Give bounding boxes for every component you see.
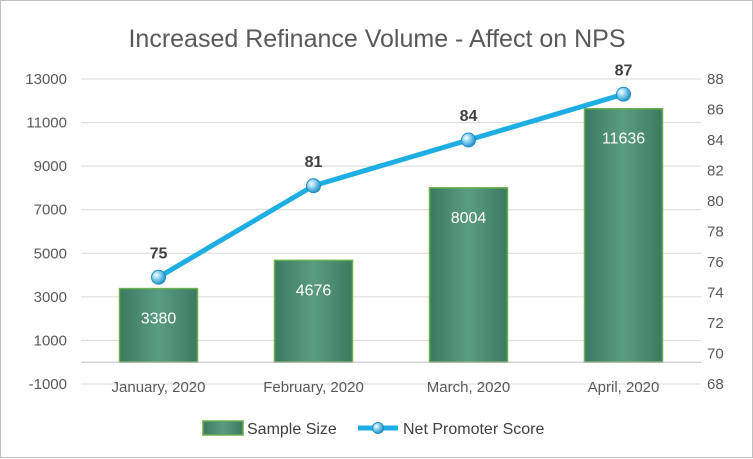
- nps-point: [306, 178, 321, 194]
- nps-value-label: 81: [305, 154, 323, 171]
- nps-point: [616, 86, 631, 102]
- right-tick-label: 84: [707, 132, 724, 149]
- x-axis: January, 2020 February, 2020 March, 2020 Ap…: [81, 361, 701, 396]
- bar-value-label: 11636: [602, 131, 645, 148]
- nps-line: [156, 91, 626, 280]
- chart-title: Increased Refinance Volume - Affect on N…: [128, 25, 625, 53]
- category-label: March, 2020: [427, 379, 510, 396]
- category-label: January, 2020: [112, 379, 206, 396]
- legend-label-nps: Net Promoter Score: [403, 421, 544, 438]
- left-axis: -1000 1000 3000 5000 7000 9000 11000 13000: [25, 71, 67, 393]
- left-tick-label: 13000: [25, 71, 67, 88]
- nps-value-label: 87: [615, 62, 633, 79]
- legend-label-sample-size: Sample Size: [247, 421, 337, 438]
- right-axis: 68 70 72 74 76 78 80 82 84 86 88: [707, 71, 724, 393]
- nps-value-label: 84: [460, 108, 478, 125]
- nps-point: [151, 269, 166, 285]
- bar-series: 3380 4676 8004 11636: [118, 107, 664, 363]
- bar: [118, 287, 199, 363]
- bar: [583, 107, 664, 363]
- left-tick-label: 7000: [34, 202, 67, 219]
- category-label: April, 2020: [588, 379, 660, 396]
- left-tick-label: -1000: [29, 376, 67, 393]
- legend-swatch-sample-size: [202, 420, 244, 436]
- left-tick-label: 1000: [34, 332, 67, 349]
- bar: [273, 259, 354, 363]
- right-tick-label: 82: [707, 163, 724, 180]
- right-tick-label: 88: [707, 71, 724, 88]
- right-tick-label: 68: [707, 376, 724, 393]
- line-series: 75 81 84 87: [150, 62, 633, 285]
- right-tick-label: 74: [707, 285, 724, 302]
- bar-value-label: 8004: [451, 210, 487, 227]
- nps-point: [461, 132, 476, 148]
- legend-marker-nps: [372, 422, 384, 434]
- right-tick-label: 86: [707, 102, 724, 119]
- bar-value-label: 3380: [141, 311, 177, 328]
- right-tick-label: 78: [707, 224, 724, 241]
- category-label: February, 2020: [263, 379, 364, 396]
- left-tick-label: 5000: [34, 245, 67, 262]
- legend: Sample Size Net Promoter Score: [202, 420, 544, 438]
- bar: [428, 187, 509, 363]
- right-tick-label: 76: [707, 254, 724, 271]
- bar-value-label: 4676: [296, 282, 332, 299]
- right-tick-label: 80: [707, 193, 724, 210]
- right-tick-label: 72: [707, 315, 724, 332]
- left-tick-label: 3000: [34, 289, 67, 306]
- nps-value-label: 75: [150, 245, 168, 262]
- left-tick-label: 9000: [34, 158, 67, 175]
- right-tick-label: 70: [707, 346, 724, 363]
- left-tick-label: 11000: [26, 115, 67, 132]
